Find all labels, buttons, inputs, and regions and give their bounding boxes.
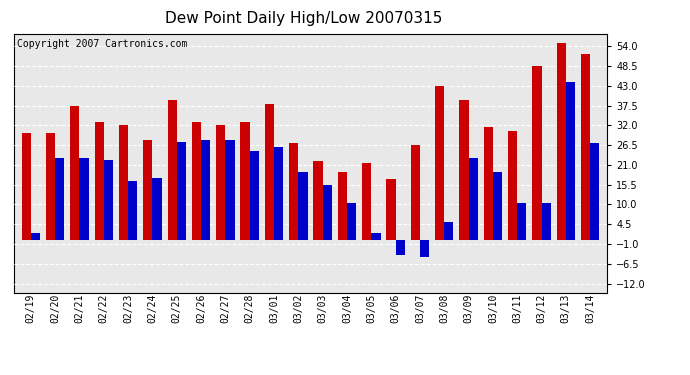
Bar [347, 202, 356, 240]
Bar [484, 127, 493, 240]
Bar [590, 143, 600, 240]
Bar [128, 181, 137, 240]
Bar [566, 82, 575, 240]
Bar [46, 133, 55, 240]
Text: Dew Point Daily High/Low 20070315: Dew Point Daily High/Low 20070315 [165, 11, 442, 26]
Bar [420, 240, 429, 256]
Bar [119, 125, 128, 240]
Bar [226, 140, 235, 240]
Bar [313, 161, 323, 240]
Bar [95, 122, 103, 240]
Bar [298, 172, 308, 240]
Bar [581, 54, 590, 240]
Bar [177, 142, 186, 240]
Bar [250, 150, 259, 240]
Bar [79, 158, 89, 240]
Bar [444, 222, 453, 240]
Bar [508, 131, 518, 240]
Bar [337, 172, 347, 240]
Bar [542, 202, 551, 240]
Bar [395, 240, 405, 255]
Bar [518, 202, 526, 240]
Bar [411, 145, 420, 240]
Bar [460, 100, 469, 240]
Bar [201, 140, 210, 240]
Bar [532, 66, 542, 240]
Bar [371, 233, 381, 240]
Bar [31, 233, 40, 240]
Bar [168, 100, 177, 240]
Bar [469, 158, 477, 240]
Bar [216, 125, 226, 240]
Bar [557, 43, 566, 240]
Bar [386, 179, 395, 240]
Text: Copyright 2007 Cartronics.com: Copyright 2007 Cartronics.com [17, 39, 187, 49]
Bar [240, 122, 250, 240]
Bar [274, 147, 284, 240]
Bar [265, 104, 274, 240]
Bar [493, 172, 502, 240]
Bar [152, 177, 161, 240]
Bar [104, 159, 113, 240]
Bar [362, 163, 371, 240]
Bar [70, 106, 79, 240]
Bar [435, 86, 444, 240]
Bar [323, 185, 332, 240]
Bar [192, 122, 201, 240]
Bar [55, 158, 64, 240]
Bar [289, 143, 298, 240]
Bar [21, 133, 31, 240]
Bar [144, 140, 152, 240]
